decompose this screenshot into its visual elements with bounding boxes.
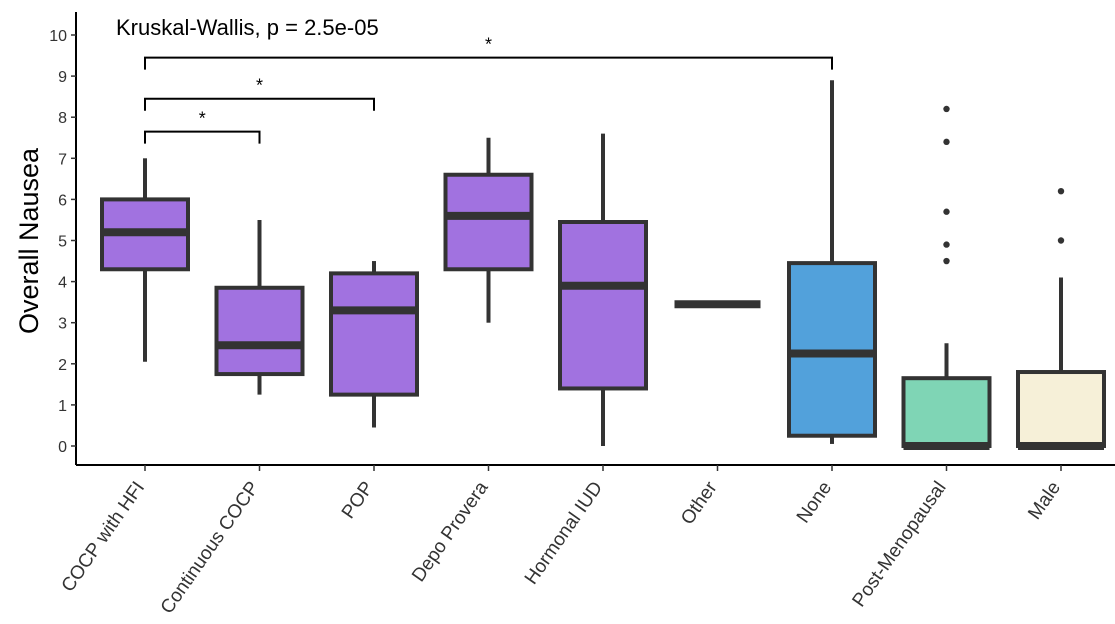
x-tick-label-hormonal-iud: Hormonal IUD: [521, 478, 607, 589]
outlier-point: [943, 257, 950, 265]
y-tick-label-10: 10: [49, 28, 67, 45]
box-body: [787, 261, 877, 438]
significance-label: *: [485, 35, 492, 55]
outlier-point: [1057, 237, 1065, 244]
bracket-line: [144, 97, 375, 111]
box-body: [1016, 370, 1106, 448]
y-tick-label-8: 8: [58, 110, 67, 127]
box-body: [329, 271, 419, 397]
outlier-point: [943, 208, 950, 215]
outlier-point: [943, 241, 950, 248]
x-tick-label-depo-provera: Depo Provera: [408, 477, 493, 585]
x-tick-label-post-menopausal: Post-Menopausal: [849, 478, 951, 611]
bracket-cocp-with-hfi-vs-none: *: [144, 35, 833, 70]
y-tick-label-5: 5: [58, 234, 67, 251]
box-body: [214, 285, 305, 377]
significance-label: *: [199, 109, 206, 129]
box-hormonal-iud: [558, 133, 648, 446]
box-body: [901, 376, 992, 448]
y-tick-label-4: 4: [58, 275, 67, 292]
kruskal-wallis-label: Kruskal-Wallis, p = 2.5e-05: [116, 15, 379, 40]
y-tick-label-2: 2: [58, 357, 67, 374]
box-body: [558, 220, 648, 391]
outlier-point: [1057, 187, 1065, 195]
x-tick-label-other: Other: [677, 477, 722, 529]
x-tick-label-cocp-with-hfi: COCP with HFI: [58, 478, 149, 596]
box-continuous-cocp: [214, 219, 305, 395]
box-none: [787, 80, 877, 444]
boxes-layer: [100, 80, 1106, 450]
y-tick-label-0: 0: [58, 439, 67, 456]
y-axis-label: Overall Nausea: [14, 147, 44, 334]
bracket-cocp-with-hfi-vs-pop: *: [144, 76, 375, 111]
bracket-line: [144, 56, 833, 70]
bracket-line: [144, 130, 261, 144]
x-tick-label-pop: POP: [338, 478, 378, 523]
box-post-menopausal: [901, 105, 992, 450]
y-tick-label-6: 6: [58, 192, 67, 209]
x-tick-label-male: Male: [1024, 478, 1065, 524]
box-cocp-with-hfi: [100, 158, 190, 362]
y-tick-label-1: 1: [58, 398, 67, 415]
significance-brackets: * * *: [144, 35, 833, 144]
x-tick-label-continuous-cocp: Continuous COCP: [157, 478, 264, 618]
box-depo-provera: [443, 137, 534, 323]
box-body: [443, 172, 534, 272]
box-pop: [329, 261, 419, 428]
y-tick-label-7: 7: [58, 151, 67, 168]
significance-label: *: [256, 76, 263, 96]
outlier-point: [943, 138, 950, 146]
y-tick-label-9: 9: [58, 69, 67, 86]
box-male: [1016, 187, 1106, 450]
x-tick-label-none: None: [793, 478, 836, 527]
outlier-point: [943, 105, 950, 113]
y-tick-label-3: 3: [58, 316, 67, 333]
bracket-cocp-with-hfi-vs-continuous-cocp: *: [144, 109, 261, 144]
